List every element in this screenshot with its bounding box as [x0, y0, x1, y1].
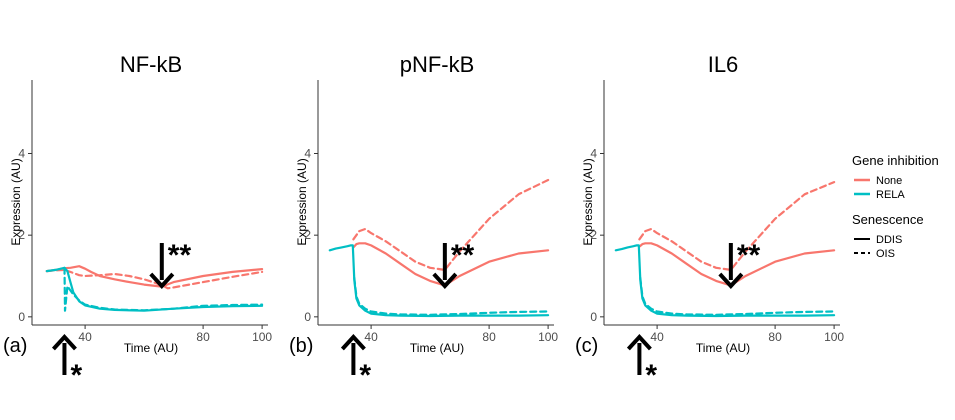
x-axis-title: Time (AU) — [124, 341, 178, 355]
annotation-star: ** — [168, 239, 192, 272]
y-axis-title: Expression (AU) — [295, 158, 309, 245]
series-line-3 — [639, 276, 836, 316]
plot-area — [614, 180, 836, 318]
x-ticks: 40 80 100 — [650, 325, 844, 344]
y-tick-label: 2 — [18, 228, 25, 242]
plot-area — [328, 178, 550, 318]
x-axis-title: Time (AU) — [696, 341, 750, 355]
x-ticks: 40 80 100 — [364, 325, 558, 344]
y-ticks: 0 2 4 — [590, 147, 604, 324]
arrow-up-head — [51, 334, 77, 351]
plot-area — [45, 265, 264, 312]
annotation-star: * — [359, 359, 371, 392]
y-tick-label: 4 — [590, 147, 597, 161]
annotation-star: ** — [451, 239, 475, 272]
panel-title: IL6 — [708, 52, 739, 77]
x-tick-label: 40 — [650, 330, 664, 344]
x-tick-label: 80 — [196, 330, 210, 344]
legend-label-none: None — [876, 175, 902, 187]
series-line-2 — [614, 244, 836, 318]
x-axis-title: Time (AU) — [410, 341, 464, 355]
series-line-1 — [638, 180, 836, 271]
arrow-down-head — [149, 272, 175, 289]
annotation-star: * — [645, 359, 657, 392]
annotations: *** — [340, 239, 475, 392]
annotation-star: ** — [737, 239, 761, 272]
y-tick-label: 0 — [590, 310, 597, 324]
series-line-0 — [352, 242, 550, 287]
arrow-down-head — [718, 272, 744, 289]
x-tick-label: 100 — [252, 330, 272, 344]
panel-title: pNF-kB — [400, 52, 475, 77]
y-axis-title: Expression (AU) — [581, 158, 595, 245]
series-line-1 — [352, 178, 550, 271]
y-tick-label: 0 — [18, 310, 25, 324]
x-tick-label: 100 — [824, 330, 844, 344]
x-tick-label: 100 — [538, 330, 558, 344]
y-tick-label: 2 — [304, 228, 311, 242]
legend: Gene inhibition None RELA Senescence DDI… — [852, 153, 939, 260]
series-line-3 — [63, 266, 264, 312]
panel-title: NF-kB — [120, 52, 182, 77]
series-line-0 — [638, 242, 836, 287]
series-line-0 — [45, 265, 264, 288]
y-ticks: 0 2 4 — [18, 147, 32, 324]
y-tick-label: 4 — [304, 147, 311, 161]
series-line-2 — [328, 244, 550, 318]
legend-label-ois: OIS — [876, 248, 895, 260]
y-ticks: 0 2 4 — [304, 147, 318, 324]
panel-tag-c: (c) — [575, 335, 598, 357]
y-tick-label: 2 — [590, 228, 597, 242]
legend-title-gene-inhibition: Gene inhibition — [852, 153, 939, 168]
legend-label-rela: RELA — [876, 189, 905, 201]
y-axis-title: Expression (AU) — [9, 158, 23, 245]
x-tick-label: 80 — [768, 330, 782, 344]
arrow-up-head — [626, 334, 652, 351]
x-tick-label: 40 — [78, 330, 92, 344]
x-tick-label: 40 — [364, 330, 378, 344]
annotations: *** — [51, 239, 192, 392]
arrow-up-head — [340, 334, 366, 351]
arrow-down-head — [432, 272, 458, 289]
annotations: *** — [626, 239, 761, 392]
panel-tag-b: (b) — [289, 335, 313, 357]
legend-title-senescence: Senescence — [852, 212, 924, 227]
x-tick-label: 80 — [482, 330, 496, 344]
panel-c: IL6 Expression (AU) 0 2 4 40 80 100 Time (AU… — [581, 52, 844, 392]
y-tick-label: 0 — [304, 310, 311, 324]
annotation-star: * — [70, 359, 82, 392]
panel-tag-a: (a) — [3, 335, 27, 357]
panel-b: pNF-kB Expression (AU) 0 2 4 40 80 100 Time … — [295, 52, 558, 392]
y-tick-label: 4 — [18, 147, 25, 161]
legend-label-ddis: DDIS — [876, 234, 902, 246]
panel-a: NF-kB Expression (AU) 0 2 4 40 80 100 Time (… — [9, 52, 272, 392]
series-line-3 — [353, 276, 550, 316]
x-ticks: 40 80 100 — [78, 325, 272, 344]
